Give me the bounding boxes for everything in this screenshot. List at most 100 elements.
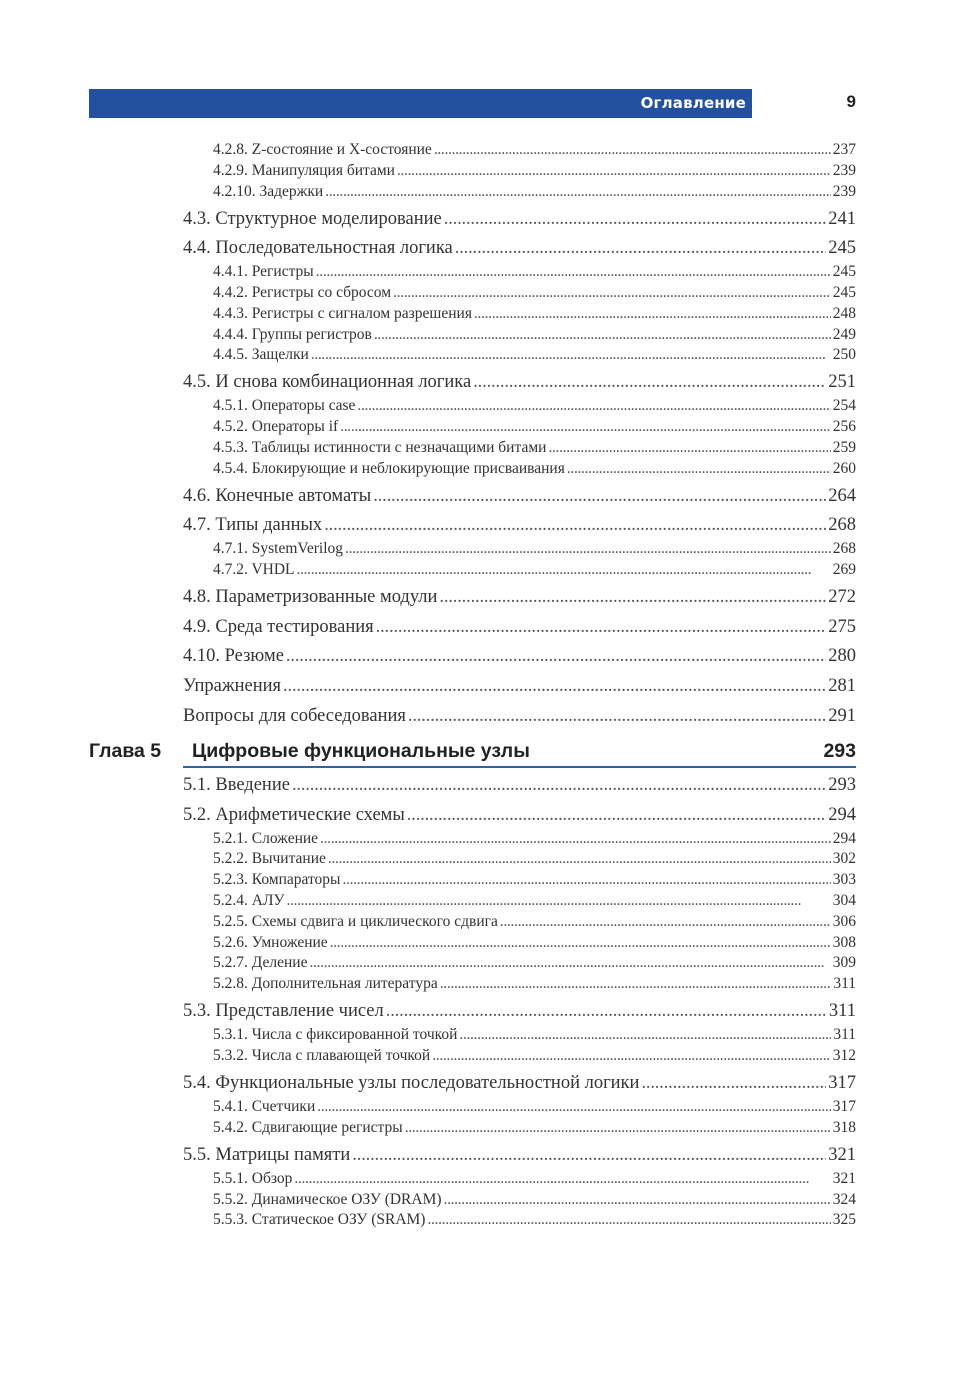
entry-page: 245 <box>832 263 856 281</box>
toc-subsection-entry[interactable]: 5.4.2. Сдвигающие регистры 318 <box>213 1118 856 1138</box>
dot-leader <box>444 1190 831 1210</box>
entry-title: 5.2.8. Дополнительная литература <box>213 975 438 993</box>
toc-section-entry[interactable]: 5.2. Арифметические схемы 294 <box>183 803 856 827</box>
toc-subsection-entry[interactable]: 4.7.1. SystemVerilog 268 <box>213 539 856 559</box>
entry-title: 4.7.1. SystemVerilog <box>213 540 344 558</box>
entry-title: 5.5. Матрицы памяти <box>183 1144 351 1165</box>
entry-page: 293 <box>828 775 856 795</box>
toc-subsection-entry[interactable]: 4.4.4. Группы регистров 249 <box>213 325 856 345</box>
toc-subsection-entry[interactable]: 5.2.4. АЛУ 304 <box>213 891 856 911</box>
toc-section-entry[interactable]: 4.9. Среда тестирования 275 <box>183 615 856 639</box>
toc-subsection-entry[interactable]: 5.3.2. Числа с плавающей точкой 312 <box>213 1046 856 1066</box>
toc-subsection-entry[interactable]: 5.2.3. Компараторы 303 <box>213 870 856 890</box>
entry-page: 294 <box>832 829 856 847</box>
entry-page: 239 <box>832 161 856 179</box>
toc-subsection-entry[interactable]: 5.2.1. Сложение 294 <box>213 829 856 849</box>
entry-title: 4.2.10. Задержки <box>213 182 324 200</box>
toc-subsection-entry[interactable]: 4.2.9. Манипуляция битами 239 <box>213 161 856 181</box>
entry-title: 4.5.2. Операторы if <box>213 418 339 436</box>
toc-chapter-heading[interactable]: Глава 5 Цифровые функциональные узлы 293 <box>89 739 856 768</box>
toc-subsection-entry[interactable]: 4.5.4. Блокирующие и неблокирующие присв… <box>213 459 856 479</box>
chapter-title: Цифровые функциональные узлы <box>192 740 530 762</box>
dot-leader <box>567 459 831 479</box>
entry-page: 281 <box>828 676 856 696</box>
entry-title: 5.1. Введение <box>183 775 290 795</box>
toc-subsection-entry[interactable]: 4.7.2. VHDL 269 <box>213 560 856 580</box>
toc-section-entry[interactable]: 5.1. Введение 293 <box>183 773 856 797</box>
toc-subsection-entry[interactable]: 5.2.8. Дополнительная литература 311 <box>213 974 856 994</box>
toc-subsection-entry[interactable]: 4.5.2. Операторы if 256 <box>213 417 856 437</box>
entry-title: 5.2.4. АЛУ <box>213 892 285 909</box>
dot-leader <box>440 974 832 994</box>
toc-subsection-entry[interactable]: 4.5.1. Операторы case 254 <box>213 396 856 416</box>
entry-title: 5.3.1. Числа с фиксированной точкой <box>213 1026 458 1044</box>
toc-subsection-entry[interactable]: 4.4.3. Регистры с сигналом разрешения 248 <box>213 304 856 324</box>
entry-title: 4.5. И снова комбинационная логика <box>183 372 472 393</box>
dot-leader <box>405 1118 831 1138</box>
chapter-label: Глава 5 <box>89 740 162 762</box>
toc-section-entry[interactable]: Вопросы для собеседования 291 <box>183 704 856 728</box>
dot-leader <box>444 207 827 231</box>
entry-title: 5.2.5. Схемы сдвига и циклического сдвиг… <box>213 912 498 930</box>
page-number: 9 <box>846 92 856 111</box>
toc-subsection-entry[interactable]: 5.2.6. Умножение 308 <box>213 933 856 953</box>
dot-leader <box>641 1071 826 1095</box>
entry-page: 251 <box>828 372 856 393</box>
dot-leader <box>297 560 831 580</box>
toc-section-entry[interactable]: 4.8. Параметризованные модули 272 <box>183 585 856 609</box>
toc-section-entry[interactable]: Упражнения 281 <box>183 674 856 698</box>
toc-section-entry[interactable]: 5.4. Функциональные узлы последовательно… <box>183 1071 856 1095</box>
toc-subsection-entry[interactable]: 5.2.7. Деление 309 <box>213 953 856 973</box>
dot-leader <box>340 417 831 437</box>
dot-leader <box>317 1097 831 1117</box>
entry-page: 272 <box>828 587 856 608</box>
toc-subsection-entry[interactable]: 4.4.2. Регистры со сбросом 245 <box>213 283 856 303</box>
entry-title: 5.2.3. Компараторы <box>213 871 341 889</box>
toc-subsection-entry[interactable]: 5.4.1. Счетчики 317 <box>213 1097 856 1117</box>
toc-section-entry[interactable]: 4.5. И снова комбинационная логика 251 <box>183 370 856 394</box>
toc-subsection-entry[interactable]: 5.5.1. Обзор 321 <box>213 1169 856 1189</box>
entry-title: 5.2.1. Сложение <box>213 829 319 847</box>
dot-leader <box>316 262 831 282</box>
toc-subsection-entry[interactable]: 4.5.3. Таблицы истинности с незначащими … <box>213 438 856 458</box>
entry-page: 249 <box>832 325 856 343</box>
dot-leader <box>324 513 826 537</box>
toc-subsection-entry[interactable]: 5.2.5. Схемы сдвига и циклического сдвиг… <box>213 912 856 932</box>
dot-leader <box>473 370 826 394</box>
entry-title: 4.7.2. VHDL <box>213 561 295 579</box>
dot-leader <box>432 1046 831 1066</box>
entry-page: 269 <box>832 561 856 579</box>
dot-leader <box>408 704 826 728</box>
entry-title: 4.3. Структурное моделирование <box>183 208 442 229</box>
entry-page: 248 <box>832 304 856 322</box>
toc-subsection-entry[interactable]: 5.2.2. Вычитание 302 <box>213 849 856 869</box>
dot-leader <box>292 773 826 797</box>
toc-section-entry[interactable]: 4.3. Структурное моделирование 241 <box>183 207 856 231</box>
entry-page: 311 <box>833 975 856 993</box>
entry-title: Вопросы для собеседования <box>183 705 406 726</box>
toc-subsection-entry[interactable]: 5.5.3. Статическое ОЗУ (SRAM) 325 <box>213 1210 856 1230</box>
toc-section-entry[interactable]: 5.3. Представление чисел 311 <box>183 999 856 1023</box>
toc-section-entry[interactable]: 4.6. Конечные автоматы 264 <box>183 484 856 508</box>
entry-title: 4.10. Резюме <box>183 646 284 667</box>
toc-subsection-entry[interactable]: 4.4.5. Защелки 250 <box>213 345 856 365</box>
toc-subsection-entry[interactable]: 4.2.10. Задержки 239 <box>213 182 856 202</box>
toc-section-entry[interactable]: 5.5. Матрицы памяти 321 <box>183 1143 856 1167</box>
entry-page: 275 <box>828 616 856 637</box>
toc-subsection-entry[interactable]: 4.2.8. Z-состояние и X-состояние 237 <box>213 140 856 160</box>
entry-page: 303 <box>832 871 856 889</box>
toc-section-entry[interactable]: 4.4. Последовательностная логика 245 <box>183 236 856 260</box>
dot-leader <box>397 161 831 181</box>
toc-section-entry[interactable]: 4.7. Типы данных 268 <box>183 513 856 537</box>
dot-leader <box>386 999 827 1023</box>
toc-section-entry[interactable]: 4.10. Резюме 280 <box>183 644 856 668</box>
dot-leader <box>294 1169 830 1189</box>
toc-subsection-entry[interactable]: 5.3.1. Числа с фиксированной точкой 311 <box>213 1025 856 1045</box>
entry-page: 304 <box>832 892 856 909</box>
toc-subsection-entry[interactable]: 4.4.1. Регистры 245 <box>213 262 856 282</box>
entry-page: 268 <box>832 540 856 558</box>
toc-subsection-entry[interactable]: 5.5.2. Динамическое ОЗУ (DRAM) 324 <box>213 1190 856 1210</box>
entry-title: 4.4.5. Защелки <box>213 346 309 364</box>
dot-leader <box>393 283 831 303</box>
entry-title: 5.2.2. Вычитание <box>213 850 326 868</box>
